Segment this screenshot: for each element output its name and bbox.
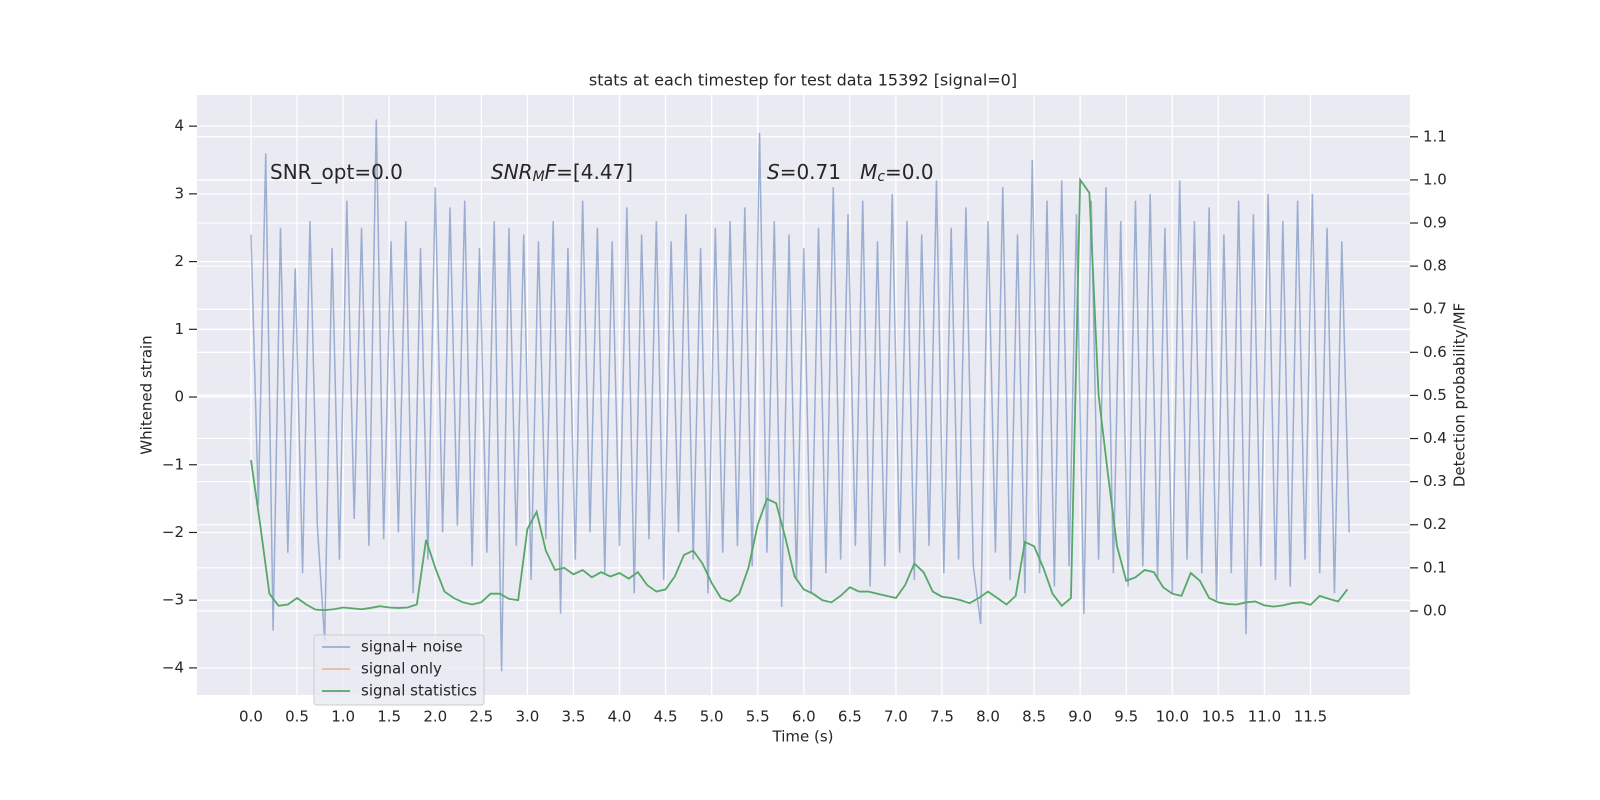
annotation-part: c <box>877 169 885 185</box>
x-tick-label: 3.0 <box>515 708 539 726</box>
x-tick-label: 8.5 <box>1022 708 1046 726</box>
x-tick-label: 10.5 <box>1202 708 1235 726</box>
x-tick-label: 3.5 <box>562 708 586 726</box>
x-tick-label: 11.0 <box>1248 708 1281 726</box>
legend-label: signal only <box>361 660 442 678</box>
y-tick-label: 1 <box>174 320 184 338</box>
x-tick-label: 7.0 <box>884 708 908 726</box>
x-tick-label: 8.0 <box>976 708 1000 726</box>
x-tick-label: 7.5 <box>930 708 954 726</box>
y-tick-label: 2 <box>174 252 184 270</box>
annotation-part: S <box>767 160 780 184</box>
y2-tick-label: 0.7 <box>1423 300 1447 318</box>
y2-tick-label: 1.1 <box>1423 127 1447 145</box>
y-tick-label: 4 <box>174 117 184 135</box>
y-tick-label: −1 <box>162 455 184 473</box>
x-tick-label: 2.0 <box>423 708 447 726</box>
annotation-part: =0.71 <box>780 160 860 184</box>
y2-tick-label: 1.0 <box>1423 170 1447 188</box>
x-tick-label: 10.0 <box>1156 708 1189 726</box>
annotation-part: =0.0 <box>885 160 934 184</box>
y2-tick-label: 0.4 <box>1423 429 1447 447</box>
y2-tick-label: 0.0 <box>1423 601 1447 619</box>
x-tick-label: 11.5 <box>1294 708 1327 726</box>
x-tick-label: 9.0 <box>1068 708 1092 726</box>
x-axis-label: Time (s) <box>772 728 834 746</box>
x-tick-label: 0.5 <box>285 708 309 726</box>
legend-label: signal+ noise <box>361 638 463 656</box>
y-tick-label: 0 <box>174 388 184 406</box>
legend-box <box>313 634 485 706</box>
annotation: SNRMF=[4.47] <box>491 160 633 185</box>
x-tick-label: 4.5 <box>654 708 678 726</box>
y-tick-label: −2 <box>162 523 184 541</box>
x-tick-label: 4.0 <box>608 708 632 726</box>
x-tick-label: 1.0 <box>331 708 355 726</box>
y2-tick-label: 0.1 <box>1423 558 1447 576</box>
annotation-part: SNR <box>491 160 533 184</box>
annotation: SNR_opt=0.0 <box>270 160 403 184</box>
annotation-part: M <box>533 169 545 185</box>
y-axis-label: Whitened strain <box>138 335 156 454</box>
y-tick-label: 3 <box>174 184 184 202</box>
y-tick-label: −3 <box>162 591 184 609</box>
y-tick-label: −4 <box>162 658 184 676</box>
legend: signal+ noise signal only signal statistic… <box>313 634 485 706</box>
annotation-part: F <box>545 160 557 184</box>
y2-tick-label: 0.9 <box>1423 214 1447 232</box>
data-marks <box>250 119 1350 672</box>
y2-tick-label: 0.5 <box>1423 386 1447 404</box>
y2-tick-label: 0.2 <box>1423 515 1447 533</box>
axes: 0.0 0.5 1.0 1.5 2.0 2.5 3.0 3.5 4.0 4.5 5.0 5.5 6.0 6… <box>162 117 1447 726</box>
x-tick-label: 5.5 <box>746 708 770 726</box>
x-tick-label: 2.5 <box>469 708 493 726</box>
y2-tick-label: 0.8 <box>1423 257 1447 275</box>
x-tick-label: 1.5 <box>377 708 401 726</box>
series-line <box>250 119 1350 672</box>
y2-tick-label: 0.6 <box>1423 343 1447 361</box>
annotation-part: SNR_opt=0.0 <box>270 160 403 184</box>
annotation: S=0.71 Mc=0.0 <box>767 160 934 185</box>
y2-axis-label: Detection probability/MF <box>1451 303 1469 487</box>
x-tick-label: 6.0 <box>792 708 816 726</box>
x-tick-label: 5.0 <box>700 708 724 726</box>
annotation-part: =[4.47] <box>556 160 633 184</box>
series-line <box>250 177 1349 611</box>
chart-title: stats at each timestep for test data 153… <box>589 71 1017 90</box>
legend-label: signal statistics <box>361 682 477 700</box>
annotation-part: M <box>860 160 877 184</box>
x-tick-label: 6.5 <box>838 708 862 726</box>
y2-tick-label: 0.3 <box>1423 472 1447 490</box>
x-tick-label: 9.5 <box>1114 708 1138 726</box>
x-tick-label: 0.0 <box>239 708 263 726</box>
